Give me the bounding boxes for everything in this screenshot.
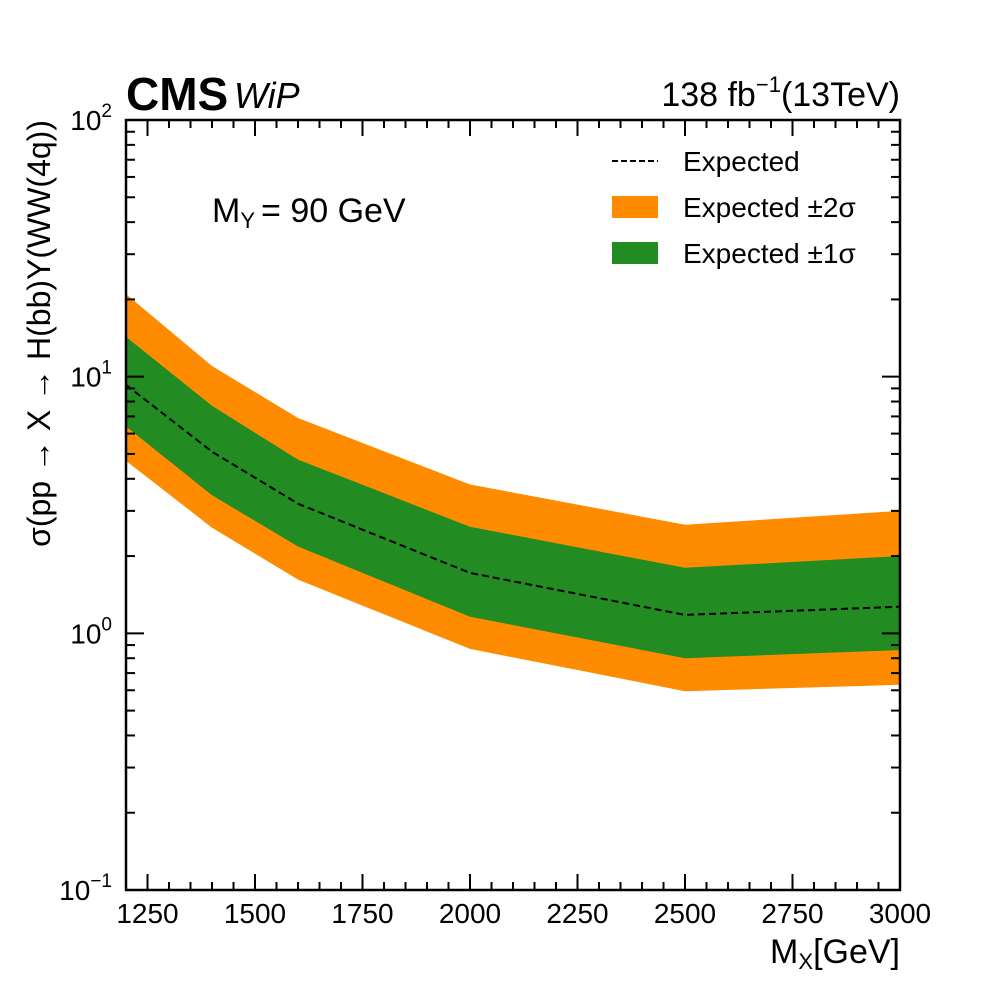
legend-expected-label: Expected [683, 146, 800, 177]
bands-layer [126, 294, 900, 692]
x-axis-title-unit: [GeV] [813, 933, 900, 971]
x-tick-label: 1250 [116, 898, 178, 929]
y-tick-base: 10 [70, 362, 101, 393]
y-tick-label: 10−1 [59, 871, 112, 906]
y-tick-label: 100 [70, 614, 112, 649]
y-tick-label: 101 [70, 358, 112, 393]
y-tick-base: 10 [70, 105, 101, 136]
x-tick-label: 2000 [439, 898, 501, 929]
band-1sigma [126, 336, 900, 659]
y-tick-label: 102 [70, 101, 112, 136]
luminosity-label: 138 fb−1(13TeV) [661, 72, 900, 114]
x-tick-label: 3000 [869, 898, 931, 929]
x-tick-label: 2500 [654, 898, 716, 929]
x-tick-label: 1500 [224, 898, 286, 929]
energy-label: (13TeV) [781, 76, 900, 114]
legend-2sigma-swatch [612, 196, 658, 218]
y-tick-base: 10 [59, 875, 90, 906]
lumi-value: 138 fb [661, 76, 756, 114]
legend: Expected Expected ±2σ Expected ±1σ [612, 146, 856, 269]
y-tick-exponent: 1 [101, 358, 112, 379]
y-axis-title: σ(pp → X → H(bb)Y(WW(4q)) [21, 120, 57, 547]
x-axis-title-sub: X [798, 949, 813, 974]
lines-layer [125, 384, 901, 616]
legend-2sigma-label: Expected ±2σ [683, 192, 856, 223]
legend-1sigma-label: Expected ±1σ [683, 238, 856, 269]
mass-value: = 90 GeV [261, 192, 406, 230]
mass-label: M [212, 192, 240, 230]
expected-line [125, 384, 901, 616]
mass-subscript: Y [240, 208, 255, 233]
y-tick-exponent: 2 [101, 101, 112, 122]
x-axis-title: MX[GeV] [770, 933, 900, 974]
status-label: WiP [234, 75, 300, 116]
ticks-layer: 1250 1500 1750 2000 2250 2500 2750 300010−11001… [59, 101, 931, 929]
y-tick-base: 10 [70, 618, 101, 649]
x-tick-label: 2750 [761, 898, 823, 929]
experiment-label: CMS [126, 68, 228, 120]
lumi-exponent: −1 [756, 72, 781, 97]
y-tick-exponent: 0 [101, 614, 112, 635]
x-axis-title-main: M [770, 933, 798, 971]
x-tick-label: 1750 [331, 898, 393, 929]
legend-1sigma-swatch [612, 242, 658, 264]
mass-annotation: MY = 90 GeV [212, 192, 406, 233]
y-tick-exponent: −1 [90, 871, 112, 892]
x-tick-label: 2250 [546, 898, 608, 929]
